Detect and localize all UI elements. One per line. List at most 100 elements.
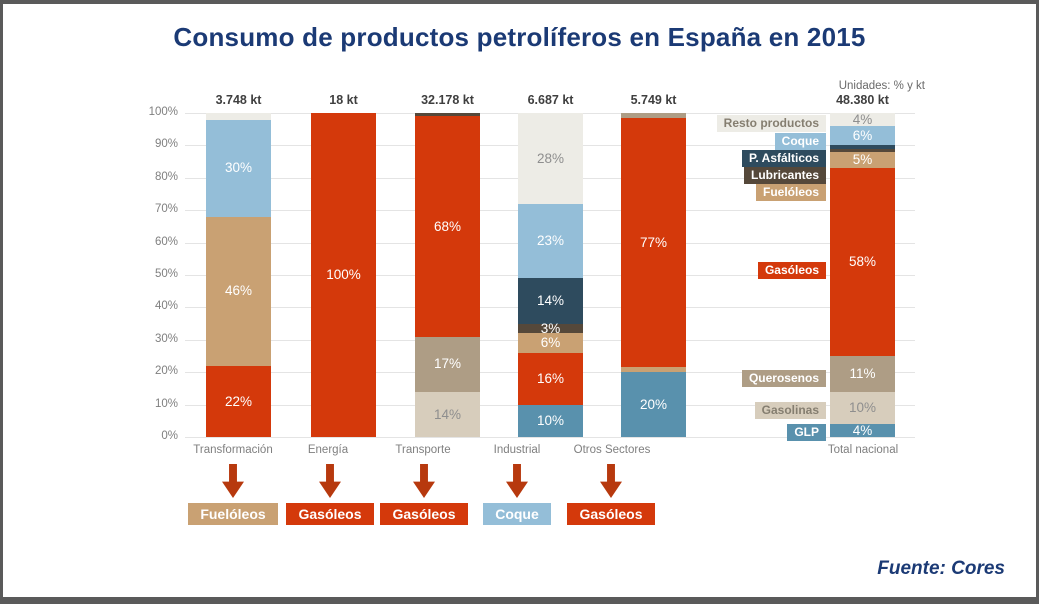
- annotation-industrial: Coque: [442, 464, 592, 525]
- x-label-energi-a: Energía: [307, 444, 349, 456]
- x-label-transporte: Transporte: [395, 444, 451, 456]
- y-tick-label: 80%: [154, 170, 178, 183]
- bar-industrial: 10% 16% 6% 3% 14% 23% 28%: [518, 113, 583, 437]
- segment-value-label: 5%: [852, 152, 873, 168]
- segment-value-label: 14%: [536, 293, 565, 309]
- down-arrow-icon: [506, 464, 528, 498]
- legend-item-glp: GLP: [787, 424, 826, 441]
- segment-industrial-p-asfa-lticos: 14%: [518, 278, 583, 324]
- dominant-product-box-industrial: Coque: [483, 503, 551, 525]
- down-arrow-icon: [600, 464, 622, 498]
- x-label-industrial: Industrial: [493, 444, 541, 456]
- segment-value-label: 68%: [433, 218, 462, 234]
- bar-total-transformacio-n: 3.748 kt: [215, 93, 262, 107]
- annotation-energi-a: Gasóleos: [255, 464, 405, 525]
- segment-value-label: 30%: [224, 160, 253, 176]
- segment-industrial-gaso-leos: 16%: [518, 352, 583, 405]
- page-title: Consumo de productos petrolíferos en Esp…: [173, 22, 866, 52]
- segment-total-nacional-glp: 4%: [830, 424, 895, 437]
- bar-total-industrial: 6.687 kt: [527, 93, 574, 107]
- segment-total-nacional-fuelo-leos: 5%: [830, 151, 895, 169]
- segment-value-label: 4%: [852, 422, 873, 438]
- legend-item-gaso-leos: Gasóleos: [757, 262, 826, 279]
- segment-otros-sectores-querosenos: [621, 113, 686, 118]
- legend-item-gasolinas: Gasolinas: [754, 402, 826, 419]
- bar-total-total-nacional: 48.380 kt: [836, 93, 889, 107]
- segment-total-nacional-resto-productos: 4%: [830, 113, 895, 127]
- segment-value-label: 10%: [536, 413, 565, 429]
- bar-total-otros-sectores: 5.749 kt: [630, 93, 677, 107]
- gridline: [185, 437, 915, 438]
- segment-value-label: 3%: [540, 320, 561, 336]
- segment-value-label: 16%: [536, 370, 565, 386]
- segment-value-label: 6%: [540, 335, 561, 351]
- segment-value-label: 10%: [848, 400, 877, 416]
- segment-transporte-gaso-leos: 68%: [415, 116, 480, 337]
- bar-transporte: 14% 17% 68%: [415, 113, 480, 437]
- y-tick-label: 40%: [154, 300, 178, 313]
- segment-value-label: 6%: [852, 128, 873, 143]
- segment-industrial-glp: 10%: [518, 404, 583, 437]
- segment-transporte-querosenos: 17%: [415, 336, 480, 392]
- y-tick-label: 10%: [154, 397, 178, 410]
- y-tick-label: 100%: [148, 106, 178, 118]
- y-tick-label: 30%: [154, 332, 178, 345]
- segment-total-nacional-querosenos: 11%: [830, 356, 895, 392]
- annotation-transporte: Gasóleos: [349, 464, 499, 525]
- annotation-otros-sectores: Gasóleos: [536, 464, 686, 525]
- segment-value-label: 100%: [326, 267, 361, 283]
- bar-otros-sectores: 20% 77%: [621, 113, 686, 437]
- dominant-product-box-transporte: Gasóleos: [380, 503, 468, 525]
- x-label-transformacio-n: Transformación: [193, 444, 273, 456]
- down-arrow-icon: [319, 464, 341, 498]
- segment-value-label: 17%: [433, 356, 462, 372]
- segment-value-label: 58%: [848, 254, 877, 270]
- segment-industrial-resto-productos: 28%: [518, 113, 583, 204]
- units-note: Unidades: % y kt: [838, 80, 925, 92]
- segment-value-label: 22%: [224, 393, 253, 409]
- dominant-product-box-transformacio-n: Fuelóleos: [188, 503, 278, 525]
- segment-industrial-coque: 23%: [518, 203, 583, 279]
- segment-industrial-lubricantes: 3%: [518, 320, 583, 336]
- y-tick-label: 50%: [154, 268, 178, 280]
- segment-otros-sectores-fuelo-leos: [621, 367, 686, 373]
- segment-transformacio-n-coque: 30%: [206, 119, 271, 217]
- legend-item-p-asfa-lticos: P. Asfálticos: [741, 150, 826, 167]
- segment-transformacio-n-gaso-leos: 22%: [206, 365, 271, 437]
- segment-transporte-lubricantes: [415, 113, 480, 117]
- segment-transporte-gasolinas: 14%: [415, 391, 480, 437]
- legend-item-querosenos: Querosenos: [741, 370, 826, 387]
- down-arrow-icon: [413, 464, 435, 498]
- bar-total-transporte: 32.178 kt: [421, 93, 474, 107]
- down-arrow-icon: [222, 464, 244, 498]
- segment-otros-sectores-gaso-leos: 77%: [621, 117, 686, 368]
- x-label-total-nacional: Total nacional: [827, 444, 899, 456]
- segment-value-label: 77%: [639, 234, 668, 250]
- bar-total-nacional: 4% 10% 11% 58% 5% 6% 4%: [830, 113, 895, 437]
- segment-value-label: 23%: [536, 233, 565, 249]
- dominant-product-box-energi-a: Gasóleos: [286, 503, 374, 525]
- segment-total-nacional-lubricantes: [830, 148, 895, 152]
- legend-item-fuelo-leos: Fuelóleos: [755, 184, 826, 201]
- legend-item-lubricantes: Lubricantes: [743, 167, 826, 184]
- segment-value-label: 46%: [224, 283, 253, 299]
- bar-transformacio-n: 22% 46% 30%: [206, 113, 271, 437]
- source-note: Fuente: Cores: [877, 558, 1005, 579]
- annotation-transformacio-n: Fuelóleos: [158, 464, 308, 525]
- legend-item-resto-productos: Resto productos: [716, 115, 826, 132]
- y-tick-label: 0%: [161, 430, 178, 442]
- segment-transformacio-n-fuelo-leos: 46%: [206, 216, 271, 366]
- y-tick-label: 60%: [154, 235, 178, 248]
- segment-value-label: 28%: [536, 150, 565, 166]
- segment-total-nacional-gaso-leos: 58%: [830, 168, 895, 357]
- dominant-product-box-otros-sectores: Gasóleos: [567, 503, 655, 525]
- legend-item-coque: Coque: [774, 133, 826, 150]
- x-label-otros-sectores: Otros Sectores: [573, 444, 651, 456]
- segment-total-nacional-p-asfa-lticos: [830, 145, 895, 149]
- segment-industrial-fuelo-leos: 6%: [518, 333, 583, 353]
- bar-energi-a: 100%: [311, 113, 376, 437]
- segment-value-label: 14%: [433, 406, 462, 422]
- bar-total-energi-a: 18 kt: [329, 93, 358, 107]
- segment-total-nacional-coque: 6%: [830, 126, 895, 146]
